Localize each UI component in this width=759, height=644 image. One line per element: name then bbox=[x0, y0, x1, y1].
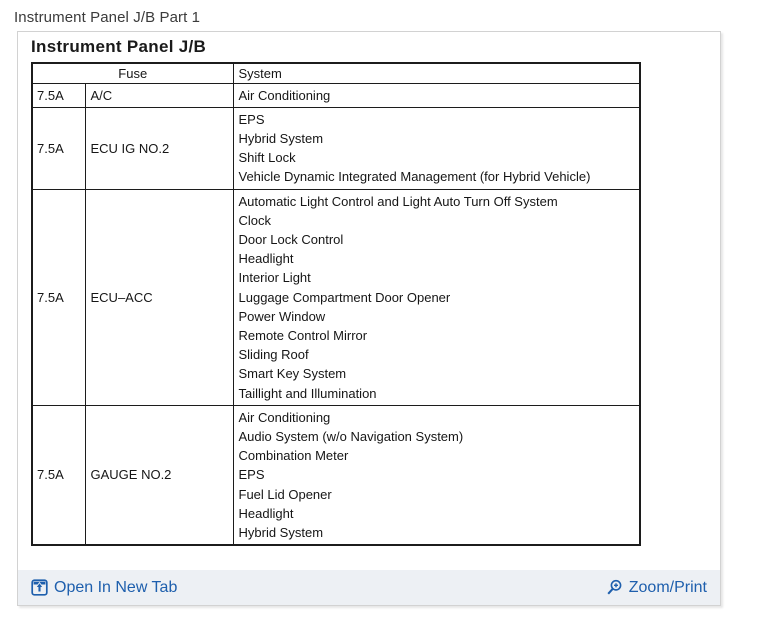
system-cell: EPS Hybrid System Shift Lock Vehicle Dynami… bbox=[232, 106, 641, 190]
system-line: EPS bbox=[238, 467, 265, 483]
system-line: Sliding Roof bbox=[238, 347, 309, 363]
zoom-plus-icon bbox=[605, 579, 623, 597]
system-line: Door Lock Control bbox=[238, 231, 344, 247]
zoom-print-link[interactable]: Zoom/Print bbox=[605, 579, 707, 597]
system-line: Luggage Compartment Door Opener bbox=[238, 289, 451, 305]
system-line: Hybrid System bbox=[238, 524, 324, 540]
system-line: Automatic Light Control and Light Auto T… bbox=[238, 193, 558, 209]
system-line: Clock bbox=[238, 212, 272, 228]
fuse-amp-cell: 7.5A bbox=[31, 82, 86, 108]
fuse-name-cell: A/C bbox=[84, 82, 234, 108]
system-cell: Air Conditioning bbox=[232, 82, 641, 108]
open-in-new-tab-icon bbox=[31, 579, 48, 596]
footer-bar: Open In New Tab Zoom/Print bbox=[18, 570, 720, 605]
system-line: Shift Lock bbox=[238, 150, 296, 166]
zoom-print-label: Zoom/Print bbox=[628, 578, 707, 596]
fuse-name-cell: ECU IG NO.2 bbox=[84, 106, 234, 190]
open-in-new-tab-link[interactable]: Open In New Tab bbox=[31, 579, 177, 597]
system-line: Vehicle Dynamic Integrated Management (f… bbox=[238, 169, 591, 185]
panel-heading: Instrument Panel J/B bbox=[31, 37, 207, 56]
fuse-amp-cell: 7.5A bbox=[31, 188, 86, 406]
system-line: Power Window bbox=[238, 308, 326, 324]
system-line: Air Conditioning bbox=[238, 409, 331, 425]
fuse-amp-cell: 7.5A bbox=[31, 404, 86, 546]
fuse-name-cell: ECU–ACC bbox=[84, 188, 234, 406]
system-cell: Air Conditioning Audio System (w/o Naviga… bbox=[232, 404, 641, 546]
table-row: 7.5A A/C Air Conditioning bbox=[31, 82, 641, 108]
table-header-row: Fuse System bbox=[31, 62, 641, 84]
table-row: 7.5A ECU–ACC Automatic Light Control and L… bbox=[31, 188, 641, 406]
system-line: Interior Light bbox=[238, 270, 311, 286]
table-row: 7.5A GAUGE NO.2 Air Conditioning Audio Syst… bbox=[31, 404, 641, 546]
system-line: Audio System (w/o Navigation System) bbox=[238, 428, 464, 444]
page-title: Instrument Panel J/B Part 1 bbox=[14, 9, 201, 26]
fuse-name-cell: GAUGE NO.2 bbox=[84, 404, 234, 546]
system-line: Smart Key System bbox=[238, 366, 347, 382]
system-line: EPS bbox=[238, 111, 265, 127]
fuse-column-header: Fuse bbox=[31, 62, 234, 84]
system-line: Remote Control Mirror bbox=[238, 327, 368, 343]
open-in-new-tab-label: Open In New Tab bbox=[54, 578, 178, 596]
fuse-table: Fuse System 7.5A A/C Air Conditioning 7.5A E… bbox=[31, 62, 641, 547]
system-line: Air Conditioning bbox=[238, 87, 331, 103]
system-line: Taillight and Illumination bbox=[238, 385, 377, 401]
system-line: Headlight bbox=[238, 505, 294, 521]
table-row: 7.5A ECU IG NO.2 EPS Hybrid System Shift Loc… bbox=[31, 106, 641, 190]
system-column-header: System bbox=[232, 62, 641, 84]
system-line: Hybrid System bbox=[238, 130, 324, 146]
system-line: Combination Meter bbox=[238, 448, 349, 464]
system-line: Fuel Lid Opener bbox=[238, 486, 332, 502]
diagram-panel: Instrument Panel J/B Fuse System 7.5A A/C… bbox=[17, 31, 721, 606]
system-line: Headlight bbox=[238, 251, 294, 267]
system-cell: Automatic Light Control and Light Auto T… bbox=[232, 188, 641, 406]
fuse-amp-cell: 7.5A bbox=[31, 106, 86, 190]
